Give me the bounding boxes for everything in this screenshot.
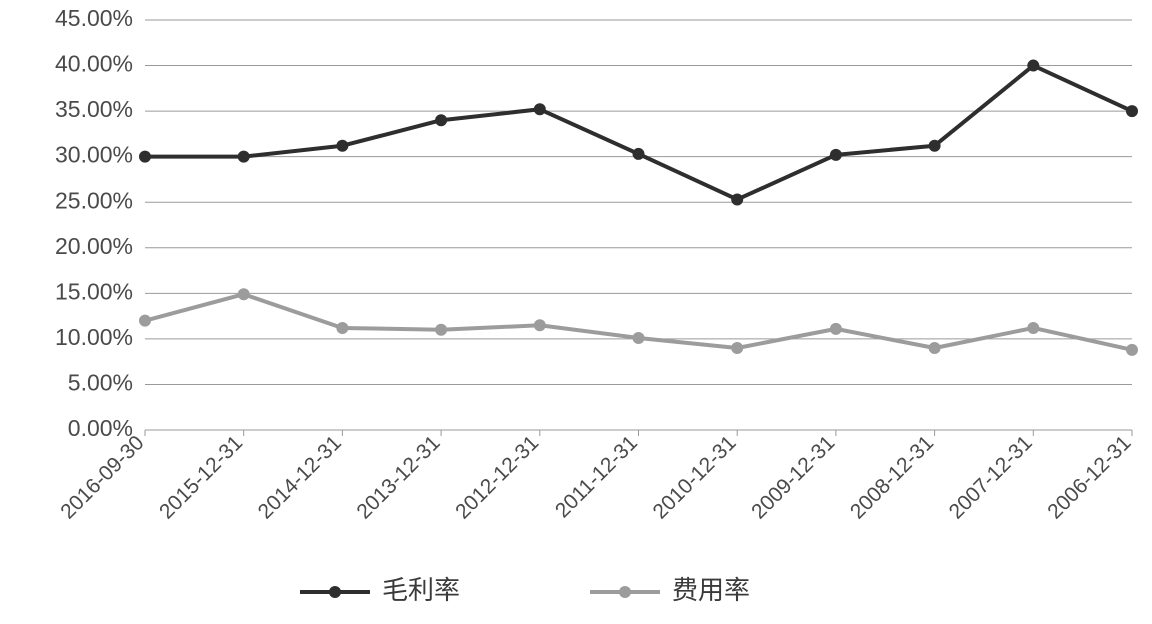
y-tick-label: 10.00%	[55, 324, 133, 350]
legend-marker	[619, 586, 631, 598]
series-marker-1	[633, 332, 645, 344]
y-tick-label: 35.00%	[55, 96, 133, 122]
series-marker-1	[1126, 344, 1138, 356]
series-marker-0	[139, 151, 151, 163]
chart-svg: 0.00% 5.00% 10.00% 15.00% 20.00% 25.00% 30.00%…	[0, 0, 1152, 624]
y-tick-label: 15.00%	[55, 278, 133, 304]
series-marker-0	[929, 140, 941, 152]
series-marker-0	[435, 114, 447, 126]
series-marker-0	[336, 140, 348, 152]
series-marker-1	[1027, 322, 1039, 334]
series-marker-1	[731, 342, 743, 354]
legend-label: 费用率	[672, 575, 750, 605]
series-marker-0	[1027, 60, 1039, 72]
y-tick-label: 5.00%	[68, 370, 133, 396]
y-tick-label: 0.00%	[68, 415, 133, 441]
series-marker-1	[929, 342, 941, 354]
y-tick-label: 40.00%	[55, 51, 133, 77]
y-tick-label: 45.00%	[55, 5, 133, 31]
legend-label: 毛利率	[382, 575, 460, 605]
y-tick-label: 25.00%	[55, 187, 133, 213]
series-marker-0	[731, 193, 743, 205]
series-marker-0	[633, 148, 645, 160]
series-marker-1	[830, 323, 842, 335]
line-chart: 0.00% 5.00% 10.00% 15.00% 20.00% 25.00% 30.00%…	[0, 0, 1152, 624]
series-marker-1	[139, 315, 151, 327]
series-marker-1	[238, 288, 250, 300]
y-tick-label: 30.00%	[55, 142, 133, 168]
series-marker-0	[830, 149, 842, 161]
series-marker-1	[534, 319, 546, 331]
series-marker-0	[238, 151, 250, 163]
series-marker-0	[1126, 105, 1138, 117]
series-marker-1	[336, 322, 348, 334]
legend-marker	[329, 586, 341, 598]
series-marker-0	[534, 103, 546, 115]
series-marker-1	[435, 324, 447, 336]
y-tick-label: 20.00%	[55, 233, 133, 259]
